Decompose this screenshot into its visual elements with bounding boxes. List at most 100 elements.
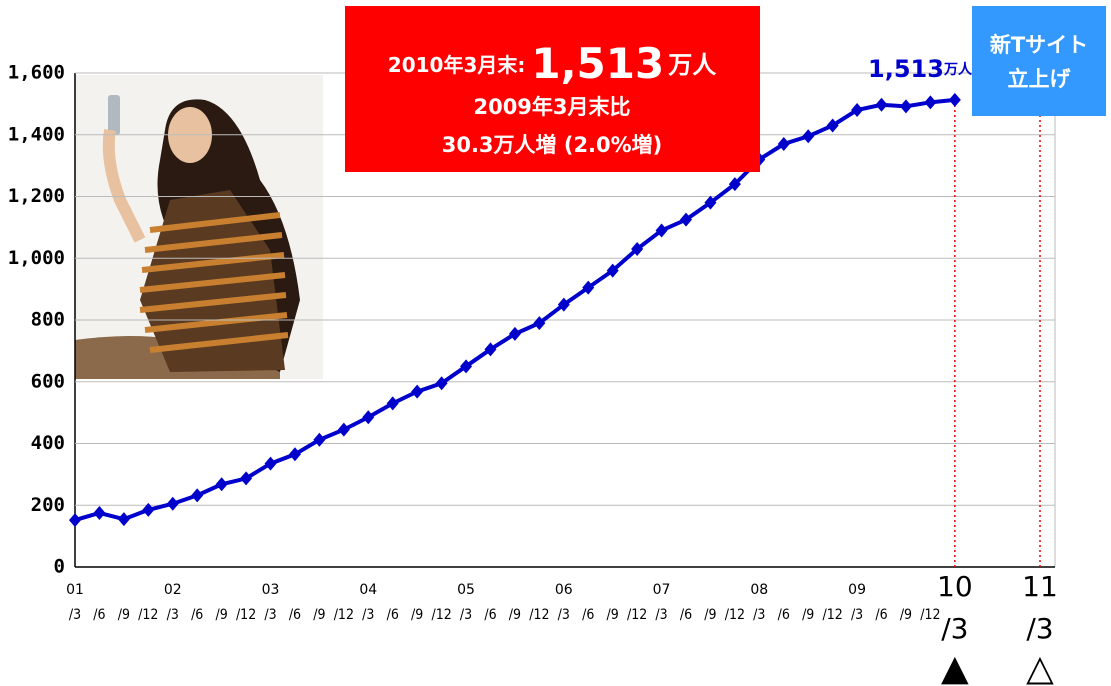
x-tick-label: /9 <box>313 607 325 623</box>
data-point <box>215 477 228 492</box>
y-tick-label: 1,000 <box>8 247 65 269</box>
x-tick-label: /3 <box>460 607 472 623</box>
data-point <box>948 92 961 107</box>
x-tick-label: /9 <box>704 607 716 623</box>
data-point <box>435 376 448 391</box>
x-tick-label: /12 <box>236 607 256 623</box>
data-point <box>288 447 301 462</box>
marker: ▲ <box>941 648 969 686</box>
y-tick-label: 1,600 <box>8 62 65 84</box>
year-label: 10 <box>937 570 973 603</box>
data-point <box>826 118 839 133</box>
x-tick-label: /9 <box>118 607 130 623</box>
data-point <box>142 502 155 517</box>
callout-box <box>345 6 760 172</box>
data-point <box>777 137 790 152</box>
data-point <box>484 342 497 357</box>
year-label: 07 <box>653 582 671 598</box>
x-tick-label: /12 <box>725 607 745 623</box>
x-tick-label: /3 <box>655 607 667 623</box>
data-point <box>582 280 595 295</box>
data-point <box>191 488 204 503</box>
x-tick-label: /3 <box>558 607 570 623</box>
x-tick-label: /6 <box>582 607 594 623</box>
data-point <box>166 496 179 511</box>
data-point <box>875 97 888 112</box>
data-point <box>802 129 815 144</box>
year-label: 04 <box>359 582 377 598</box>
value-label: 1,513万人 <box>868 55 973 83</box>
x-tick-label: /3 <box>362 607 374 623</box>
data-point <box>93 505 106 520</box>
x-tick-label: /6 <box>778 607 790 623</box>
badge-line1: 新Tサイト <box>990 33 1088 57</box>
x-tick-label: /6 <box>289 607 301 623</box>
data-point <box>386 396 399 411</box>
callout-line1: 2010年3月末: 1,513 万人 <box>388 39 716 88</box>
year-label: 05 <box>457 582 475 598</box>
y-tick-label: 400 <box>31 432 65 454</box>
y-tick-label: 1,200 <box>8 185 65 207</box>
data-point <box>631 241 644 256</box>
year-label: 02 <box>164 582 182 598</box>
x-tick-label: /9 <box>802 607 814 623</box>
data-point <box>728 177 741 192</box>
x-tick-label: /6 <box>191 607 203 623</box>
x-tick-label: /3 <box>1026 612 1053 645</box>
callout-line2: 2009年3月末比 <box>473 95 630 119</box>
data-point <box>680 212 692 227</box>
data-point <box>362 410 375 425</box>
x-tick-label: /12 <box>627 607 647 623</box>
y-tick-label: 200 <box>31 494 65 516</box>
year-label: 08 <box>750 582 768 598</box>
value-label-unit: 万人 <box>943 61 973 78</box>
year-label: 11 <box>1022 570 1058 603</box>
x-tick-label: /12 <box>334 607 354 623</box>
data-point <box>117 512 130 527</box>
x-tick-label: /12 <box>822 607 842 623</box>
y-tick-label: 0 <box>54 556 65 578</box>
data-point <box>337 422 350 437</box>
data-point <box>557 297 570 312</box>
data-point <box>606 263 619 278</box>
x-tick-label: /3 <box>941 612 968 645</box>
data-point <box>264 456 277 471</box>
x-tick-label: /9 <box>607 607 619 623</box>
data-point <box>704 195 717 210</box>
x-tick-label: /12 <box>920 607 940 623</box>
year-label: 03 <box>262 582 280 598</box>
x-tick-label: /3 <box>753 607 765 623</box>
x-tick-label: /9 <box>216 607 228 623</box>
x-tick-label: /6 <box>875 607 887 623</box>
year-label: 01 <box>66 582 84 598</box>
x-tick-label: /6 <box>484 607 496 623</box>
y-tick-label: 600 <box>31 370 65 392</box>
x-tick-label: /12 <box>431 607 451 623</box>
data-point <box>851 103 864 118</box>
marker: △ <box>1026 648 1054 686</box>
badge-box <box>972 6 1106 116</box>
x-tick-label: /3 <box>851 607 863 623</box>
x-tick-label: /9 <box>411 607 423 623</box>
data-point <box>655 223 668 238</box>
x-tick-label: /6 <box>680 607 692 623</box>
x-tick-label: /9 <box>509 607 521 623</box>
data-point <box>313 432 326 447</box>
callout-line3: 30.3万人増 (2.0%増) <box>442 133 663 157</box>
callout-unit: 万人 <box>668 51 716 79</box>
data-point <box>924 95 937 110</box>
x-tick-label: /3 <box>167 607 179 623</box>
x-tick-label: /6 <box>387 607 399 623</box>
callout-prefix: 2010年3月末: <box>388 53 526 77</box>
year-label: 09 <box>848 582 866 598</box>
x-tick-label: /6 <box>93 607 105 623</box>
x-tick-label: /9 <box>900 607 912 623</box>
x-tick-label: /3 <box>264 607 276 623</box>
data-point <box>69 513 81 528</box>
data-point <box>411 384 424 399</box>
year-label: 06 <box>555 582 573 598</box>
data-point <box>460 359 473 374</box>
data-point <box>899 99 912 114</box>
data-point <box>240 471 253 486</box>
